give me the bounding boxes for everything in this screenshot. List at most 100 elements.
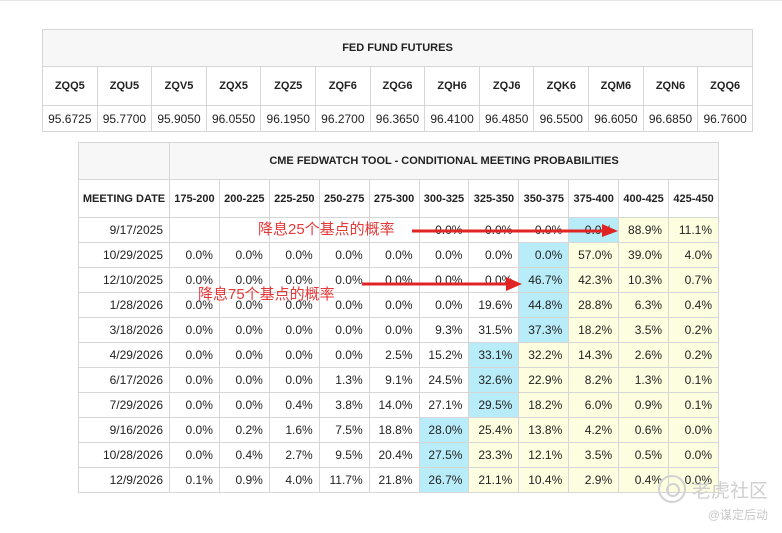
probability-cell: 29.5% bbox=[468, 392, 520, 418]
probability-cell: 1.3% bbox=[318, 367, 370, 393]
probability-cell: 4.0% bbox=[668, 242, 719, 268]
rate-range-header: 400-425 bbox=[618, 179, 670, 218]
probability-cell: 0.0% bbox=[169, 317, 220, 343]
futures-contract-header: ZQN6 bbox=[642, 66, 699, 106]
futures-contract-header: ZQH6 bbox=[424, 66, 480, 106]
annotation-cut25-arrow bbox=[412, 224, 618, 237]
futures-price: 96.4850 bbox=[478, 105, 535, 132]
probability-cell: 0.0% bbox=[268, 367, 320, 393]
watermark-text: 老虎社区 bbox=[691, 480, 768, 502]
meeting-date: 9/16/2026 bbox=[78, 417, 170, 443]
futures-price: 95.6725 bbox=[42, 105, 98, 132]
fedwatch-table: CME FEDWATCH TOOL - CONDITIONAL MEETING … bbox=[78, 142, 719, 493]
probability-cell: 0.0% bbox=[169, 242, 220, 268]
meeting-row: 10/28/2026 0.0% 0.4% 2.7% 9.5% 20.4% 27.5% 23.3… bbox=[78, 442, 719, 468]
probability-cell: 2.5% bbox=[368, 342, 420, 368]
meeting-row: 1/28/2026 0.0% 0.0% 0.0% 0.0% 0.0% 0.0% 19.6% 44… bbox=[78, 292, 719, 318]
probability-cell: 8.2% bbox=[568, 367, 620, 393]
futures-price: 96.6050 bbox=[588, 105, 644, 132]
probability-cell: 9.3% bbox=[418, 317, 470, 343]
probability-cell: 3.5% bbox=[618, 317, 670, 343]
probability-cell: 42.3% bbox=[568, 267, 620, 293]
futures-header-row: ZQQ5 ZQU5 ZQV5 ZQX5 ZQZ5 ZQF6 ZQG6 ZQH6 ZQJ6 ZQK6… bbox=[42, 66, 753, 106]
probability-cell: 0.0% bbox=[218, 392, 270, 418]
meeting-row: 6/17/2026 0.0% 0.0% 0.0% 1.3% 9.1% 24.5% 32.6% 2… bbox=[78, 367, 719, 393]
probability-cell: 0.0% bbox=[169, 342, 220, 368]
probability-cell: 0.0% bbox=[318, 242, 370, 268]
probability-cell: 14.0% bbox=[368, 392, 420, 418]
probability-cell: 18.2% bbox=[568, 317, 620, 343]
annotation-cut75: 降息75个基点的概率 bbox=[198, 286, 335, 303]
probability-cell: 0.0% bbox=[368, 292, 420, 318]
probability-cell: 21.8% bbox=[368, 467, 420, 493]
probability-cell: 9.5% bbox=[318, 442, 370, 468]
probability-cell: 0.0% bbox=[169, 292, 220, 318]
probability-cell: 12.1% bbox=[518, 442, 570, 468]
rate-range-header: 325-350 bbox=[468, 179, 520, 218]
probability-cell: 21.1% bbox=[468, 467, 520, 493]
probability-cell: 32.6% bbox=[468, 367, 520, 393]
futures-price: 96.1950 bbox=[260, 105, 317, 132]
probability-cell: 18.8% bbox=[368, 417, 420, 443]
probability-cell: 0.1% bbox=[169, 467, 220, 493]
probability-cell: 0.0% bbox=[418, 242, 470, 268]
probability-cell: 88.9% bbox=[618, 217, 670, 243]
probability-cell bbox=[218, 217, 270, 243]
probability-cell bbox=[169, 217, 220, 243]
probability-cell: 7.5% bbox=[318, 417, 370, 443]
meeting-date: 7/29/2026 bbox=[78, 392, 170, 418]
probability-cell: 32.2% bbox=[518, 342, 570, 368]
probability-cell: 39.0% bbox=[618, 242, 670, 268]
probability-cell: 4.2% bbox=[568, 417, 620, 443]
probability-cell: 0.0% bbox=[418, 292, 470, 318]
futures-contract-header: ZQQ6 bbox=[697, 66, 753, 106]
probability-cell: 0.0% bbox=[218, 292, 270, 318]
futures-contract-header: ZQX5 bbox=[205, 66, 262, 106]
meeting-date: 10/29/2025 bbox=[78, 242, 170, 268]
probability-cell: 22.9% bbox=[518, 367, 570, 393]
probability-cell: 10.3% bbox=[618, 267, 670, 293]
top-divider bbox=[0, 0, 782, 1]
probability-cell: 0.0% bbox=[268, 342, 320, 368]
probability-cell: 0.0% bbox=[169, 267, 220, 293]
probability-cell: 0.4% bbox=[218, 442, 270, 468]
probability-cell: 31.5% bbox=[468, 317, 520, 343]
rate-range-header: 425-450 bbox=[668, 179, 719, 218]
futures-contract-header: ZQM6 bbox=[588, 66, 644, 106]
probability-cell: 14.3% bbox=[568, 342, 620, 368]
rate-range-header: 175-200 bbox=[169, 179, 220, 218]
rate-range-header: 375-400 bbox=[568, 179, 620, 218]
futures-contract-header: ZQK6 bbox=[533, 66, 590, 106]
probability-cell: 2.6% bbox=[618, 342, 670, 368]
futures-price: 96.7600 bbox=[697, 105, 753, 132]
probability-cell: 11.7% bbox=[318, 467, 370, 493]
meeting-date: 9/17/2025 bbox=[78, 217, 170, 243]
meeting-date-header: MEETING DATE bbox=[78, 179, 170, 218]
watermark: 老虎社区 bbox=[657, 475, 768, 503]
annotation-cut25: 降息25个基点的概率 bbox=[258, 221, 395, 238]
probability-cell: 0.0% bbox=[169, 417, 220, 443]
probability-cell: 0.4% bbox=[668, 292, 719, 318]
probability-cell bbox=[318, 217, 370, 243]
probability-cell: 6.3% bbox=[618, 292, 670, 318]
rate-range-header: 200-225 bbox=[218, 179, 270, 218]
probability-cell: 10.4% bbox=[518, 467, 570, 493]
probability-cell: 0.0% bbox=[268, 242, 320, 268]
probability-cell: 46.7% bbox=[518, 267, 570, 293]
futures-contract-header: ZQV5 bbox=[151, 66, 207, 106]
rate-range-header: 250-275 bbox=[318, 179, 370, 218]
fedwatch-body: 9/17/20250.0%0.0%0.0%0.0%88.9%11.1%10/29… bbox=[78, 217, 719, 493]
probability-cell: 0.0% bbox=[218, 317, 270, 343]
probability-cell: 44.8% bbox=[518, 292, 570, 318]
futures-price: 95.7700 bbox=[96, 105, 153, 132]
probability-cell: 2.9% bbox=[568, 467, 620, 493]
probability-cell: 0.0% bbox=[218, 267, 270, 293]
futures-price: 96.2700 bbox=[315, 105, 371, 132]
tiger-logo-icon bbox=[657, 475, 686, 503]
probability-cell: 3.8% bbox=[318, 392, 370, 418]
futures-title: FED FUND FUTURES bbox=[42, 29, 753, 67]
fedwatch-title: CME FEDWATCH TOOL - CONDITIONAL MEETING … bbox=[169, 142, 719, 180]
futures-value-row: 95.6725 95.7700 95.9050 96.0550 96.1950 96.27… bbox=[42, 105, 753, 132]
probability-cell: 33.1% bbox=[468, 342, 520, 368]
